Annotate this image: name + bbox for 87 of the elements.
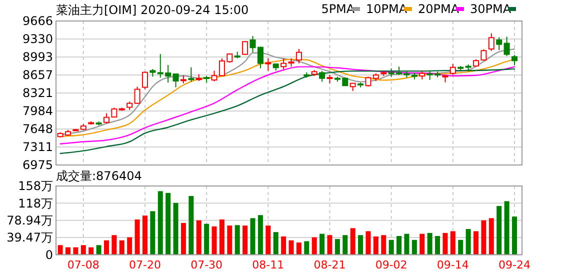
chart-title: 成交量:876404 (56, 169, 142, 183)
bar (496, 206, 502, 255)
bar (134, 219, 140, 255)
bar (396, 236, 402, 255)
bar (450, 231, 456, 255)
x-tick-label: 09-24 (498, 258, 530, 272)
bar (288, 240, 294, 255)
bar (219, 219, 224, 255)
bar (204, 224, 210, 255)
candlestick (419, 70, 426, 80)
bar (404, 234, 410, 255)
bar (250, 218, 256, 255)
y-tick-label: 9666 (22, 14, 53, 28)
bar (435, 236, 440, 255)
bar (173, 202, 178, 255)
bar (504, 201, 510, 255)
bar (334, 239, 340, 255)
legend-label: 10PMA (366, 2, 408, 16)
bar (196, 220, 202, 255)
bar (458, 240, 464, 255)
bar (342, 235, 348, 255)
bar (127, 237, 132, 255)
legend-label: 20PMA (418, 2, 460, 16)
y-tick-label: 9330 (22, 32, 53, 46)
bar (373, 236, 378, 255)
bar (304, 241, 310, 255)
x-tick-label: 07-20 (128, 258, 161, 272)
bar (327, 235, 332, 255)
y-tick-label: 78.94万 (6, 214, 53, 228)
y-tick-label: 8993 (22, 50, 53, 64)
bar (212, 226, 217, 255)
bar (227, 226, 232, 255)
bar (512, 216, 517, 255)
y-tick-label: 7311 (22, 140, 53, 154)
bar (296, 242, 302, 255)
bar (80, 245, 86, 255)
y-tick-label: 7984 (22, 104, 53, 118)
bar (119, 240, 124, 255)
bar (427, 232, 432, 255)
x-tick-label: 07-08 (67, 258, 100, 272)
bar (420, 234, 425, 255)
bar (234, 225, 240, 255)
bar (281, 236, 286, 255)
bar (488, 218, 494, 255)
bar (381, 235, 386, 255)
bar (366, 231, 371, 255)
y-tick-label: 118万 (18, 196, 53, 210)
bar (150, 211, 156, 255)
bar (350, 228, 356, 255)
y-tick-label: 6975 (22, 158, 53, 172)
chart-title: 菜油主力[OIM] 2020-09-24 15:00 (56, 3, 249, 17)
y-tick-label: 8321 (22, 86, 53, 100)
bar (142, 216, 148, 255)
bar (312, 237, 317, 255)
bar (188, 196, 194, 255)
x-tick-label: 09-02 (375, 258, 408, 272)
x-tick-label: 09-14 (436, 258, 469, 272)
bar (358, 235, 364, 255)
x-tick-label: 08-21 (314, 258, 346, 272)
y-tick-label: 7648 (22, 122, 53, 136)
bar (166, 192, 171, 255)
bar (412, 240, 417, 255)
bar (112, 235, 117, 255)
legend-label: 30PMA (470, 2, 512, 16)
candlestick (296, 48, 302, 64)
bar (320, 234, 325, 255)
bar (58, 245, 63, 255)
bar (180, 222, 186, 255)
bar (96, 245, 102, 255)
bar (474, 231, 479, 255)
bar (258, 215, 263, 255)
y-tick-label: 0 (45, 248, 53, 262)
y-tick-label: 158万 (18, 179, 53, 194)
legend-label: 5PMA (321, 2, 356, 16)
bar (481, 220, 486, 255)
y-tick-label: 8657 (22, 68, 53, 82)
bar (158, 191, 163, 255)
bar (266, 226, 271, 255)
bar (388, 240, 394, 255)
bar (104, 240, 109, 255)
bar (466, 229, 471, 255)
x-tick-label: 08-11 (252, 258, 284, 272)
bar (442, 232, 448, 255)
bar (273, 232, 278, 255)
y-tick-label: 39.47万 (6, 230, 53, 245)
x-tick-label: 07-30 (190, 258, 223, 272)
bar (242, 226, 248, 255)
